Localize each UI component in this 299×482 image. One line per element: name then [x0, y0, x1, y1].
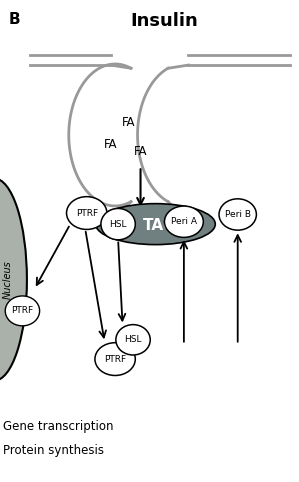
- Ellipse shape: [0, 178, 27, 381]
- Text: B: B: [9, 12, 21, 27]
- Text: Peri B: Peri B: [225, 210, 251, 219]
- Text: Peri A: Peri A: [171, 217, 197, 226]
- Ellipse shape: [219, 199, 257, 230]
- Text: TAG: TAG: [143, 217, 177, 233]
- Text: FA: FA: [104, 138, 118, 151]
- Ellipse shape: [5, 296, 39, 326]
- Text: PTRF: PTRF: [76, 209, 98, 217]
- Text: FA: FA: [122, 117, 135, 129]
- Ellipse shape: [95, 343, 135, 375]
- Text: Insulin: Insulin: [131, 12, 198, 30]
- Text: Protein synthesis: Protein synthesis: [3, 444, 104, 457]
- Text: HSL: HSL: [124, 335, 142, 344]
- Text: Gene transcription: Gene transcription: [3, 420, 114, 433]
- Ellipse shape: [164, 206, 203, 237]
- Text: PTRF: PTRF: [104, 355, 126, 363]
- Text: PTRF: PTRF: [11, 307, 33, 315]
- Ellipse shape: [96, 203, 215, 245]
- Ellipse shape: [116, 325, 150, 355]
- Ellipse shape: [66, 197, 107, 229]
- Text: Nucleus: Nucleus: [2, 260, 13, 299]
- Ellipse shape: [101, 208, 135, 240]
- Text: FA: FA: [134, 146, 147, 158]
- Text: HSL: HSL: [109, 220, 127, 228]
